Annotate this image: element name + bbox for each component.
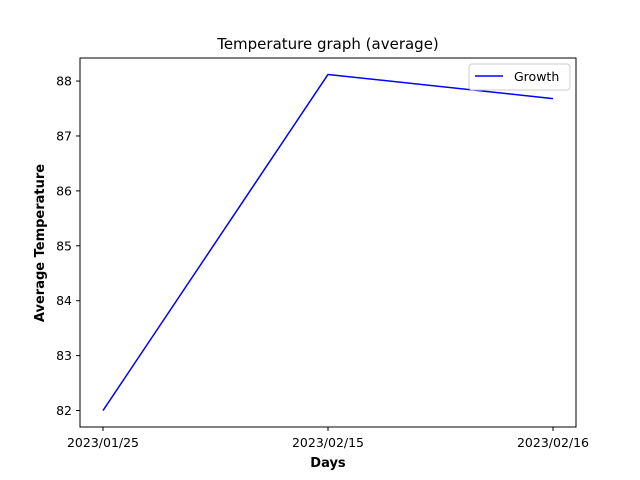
chart-title: Temperature graph (average): [216, 35, 439, 53]
legend-box: [468, 63, 571, 91]
x-tick-label: 2023/02/15: [292, 435, 364, 450]
y-axis-ticks: 82 83 84 85 86 87 88: [56, 74, 80, 418]
y-tick-label: 88: [56, 74, 72, 89]
y-tick-label: 83: [56, 348, 72, 363]
x-tick-label: 2023/01/25: [67, 435, 139, 450]
y-tick-label: 84: [56, 293, 72, 308]
plot-area: [102, 73, 554, 411]
y-axis-label: Average Temperature: [33, 164, 48, 322]
y-tick-label: 86: [56, 183, 72, 198]
x-axis-label: Days: [310, 456, 346, 471]
x-tick-label: 2023/02/16: [517, 435, 589, 450]
legend-label-growth: Growth: [514, 69, 559, 84]
legend: Growth: [468, 63, 571, 91]
y-tick-label: 82: [56, 403, 72, 418]
y-tick-label: 87: [56, 128, 72, 143]
y-tick-label: 85: [56, 238, 72, 253]
x-axis-ticks: 2023/01/25 2023/02/15 2023/02/16: [67, 427, 589, 450]
series-line-growth: [102, 73, 554, 411]
